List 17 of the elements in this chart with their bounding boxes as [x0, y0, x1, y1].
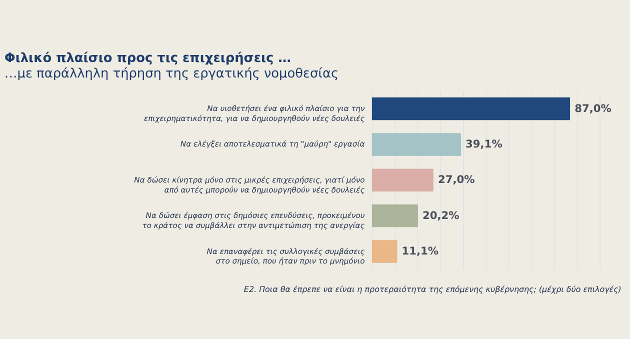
bar [372, 168, 434, 192]
bar [372, 240, 398, 263]
y-tick-label: Να δώσει κίνητρα μόνο στις μικρές επιχειρήσεις, γιατί μόνο από αυτές μπορούν να δημιουργηθούν νέες δουλειές [134, 175, 366, 194]
text: Φιλικό πλαίσιο προς τις επιχειρήσεις … [4, 51, 292, 66]
data-label: 20,2% [422, 208, 460, 222]
data-label: 27,0% [438, 173, 476, 186]
y-tick-label: Να επαναφέρει τις συλλογικές συμβάσεις στο σημείο, που ήταν πριν το μνημόνιο [206, 246, 366, 266]
y-tick-label: Να υιοθετήσει ένα φιλικό πλαίσιο για την επιχειρηματικότητα, για να δημιουργηθούν νέες δουλειές [144, 104, 366, 123]
bar [372, 97, 570, 120]
data-label: 87,0% [574, 102, 612, 115]
text: …με παράλληλη τήρηση της εργατικής νομοθεσίας [4, 66, 339, 82]
bar [372, 204, 418, 228]
y-tick-label: Να ελέγξει αποτελεσματικά τη "μαύρη" εργασία [180, 140, 365, 149]
y-tick-label: Να δώσει έμφαση στις δημόσιες επενδύσεις, προκειμένου το κράτος να συμβάλλει στην αντιμετώπιση της ανεργίας [142, 211, 366, 230]
data-label: 39,1% [466, 137, 503, 150]
bar [372, 133, 461, 156]
data-label: 11,1% [402, 244, 439, 258]
